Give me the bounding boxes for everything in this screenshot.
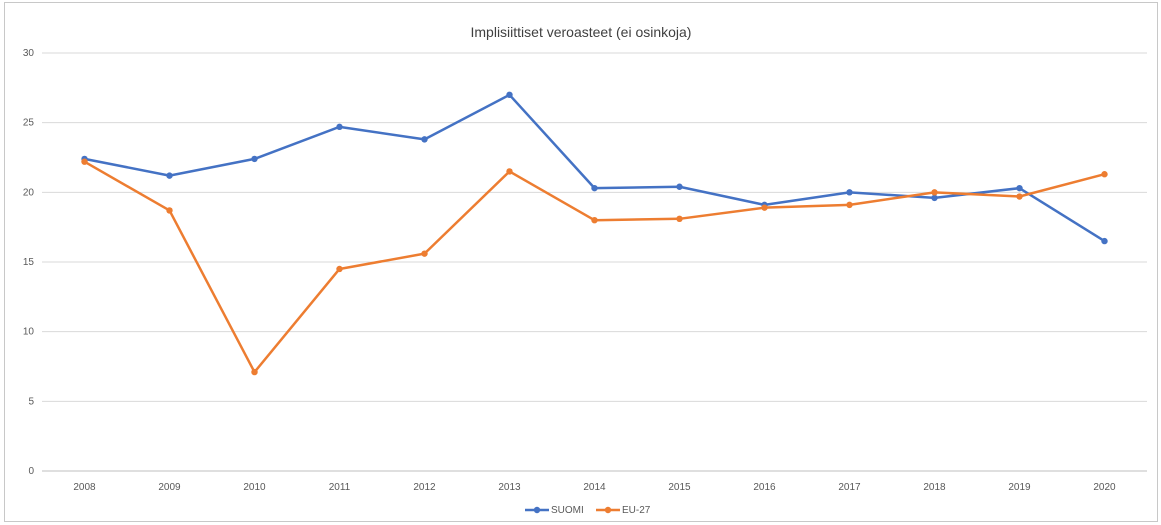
legend-label: EU-27 (622, 505, 651, 516)
data-point (1101, 171, 1108, 178)
data-point (506, 168, 513, 175)
data-point (166, 172, 173, 179)
x-tick-label: 2009 (158, 482, 181, 493)
data-point (421, 250, 428, 257)
y-tick-label: 25 (23, 118, 35, 129)
x-tick-label: 2012 (413, 482, 436, 493)
data-point (846, 201, 853, 209)
data-point (336, 123, 343, 131)
x-tick-label: 2010 (243, 482, 266, 493)
data-point (1101, 237, 1108, 245)
x-tick-label: 2008 (73, 482, 96, 493)
y-axis-ticks: 0 5 10 15 20 25 30 (23, 48, 35, 477)
data-point (251, 368, 258, 376)
data-point (1016, 184, 1023, 192)
data-point (506, 91, 513, 99)
x-tick-label: 2017 (838, 482, 861, 493)
data-point (591, 184, 598, 192)
series-line (83, 160, 1105, 374)
data-point (676, 215, 683, 223)
data-point (421, 136, 428, 143)
data-point (336, 265, 343, 273)
x-axis-ticks: 2008 2009 2010 2011 2012 2013 2014 2015 2016 2017… (73, 482, 1116, 493)
x-tick-label: 2020 (1093, 482, 1116, 493)
data-point (1016, 193, 1023, 200)
data-point (761, 204, 768, 211)
y-tick-label: 10 (23, 327, 35, 338)
x-tick-label: 2018 (923, 482, 946, 493)
x-tick-label: 2014 (583, 482, 606, 493)
y-tick-label: 30 (23, 48, 35, 59)
data-point (251, 155, 258, 163)
data-point (166, 207, 173, 214)
x-tick-label: 2011 (329, 482, 351, 493)
legend-item-suomi: SUOMI (525, 505, 584, 516)
data-point (591, 217, 598, 224)
y-tick-label: 0 (28, 466, 34, 477)
gridlines (42, 52, 1147, 472)
legend-item-eu-27: EU-27 (596, 505, 651, 516)
chart-frame: Implisiittiset veroasteet (ei osinkoja) … (4, 2, 1158, 522)
series-group (81, 91, 1108, 376)
line-chart: Implisiittiset veroasteet (ei osinkoja) … (23, 24, 1147, 516)
y-tick-label: 20 (23, 187, 35, 198)
chart-title: Implisiittiset veroasteet (ei osinkoja) (471, 24, 692, 40)
x-tick-label: 2016 (753, 482, 776, 493)
data-point (931, 194, 938, 202)
x-tick-label: 2013 (498, 482, 521, 493)
data-point (931, 189, 938, 196)
legend: SUOMI EU-27 (525, 505, 651, 516)
x-tick-label: 2019 (1008, 482, 1031, 493)
data-point (81, 158, 88, 165)
legend-label: SUOMI (551, 505, 584, 516)
data-point (676, 183, 683, 190)
legend-swatch-marker (533, 506, 541, 514)
legend-swatch-marker (604, 506, 612, 514)
x-tick-label: 2015 (668, 482, 691, 493)
y-tick-label: 15 (23, 257, 35, 268)
series-eu-27 (81, 158, 1108, 376)
y-tick-label: 5 (28, 396, 34, 407)
data-point (846, 189, 853, 196)
